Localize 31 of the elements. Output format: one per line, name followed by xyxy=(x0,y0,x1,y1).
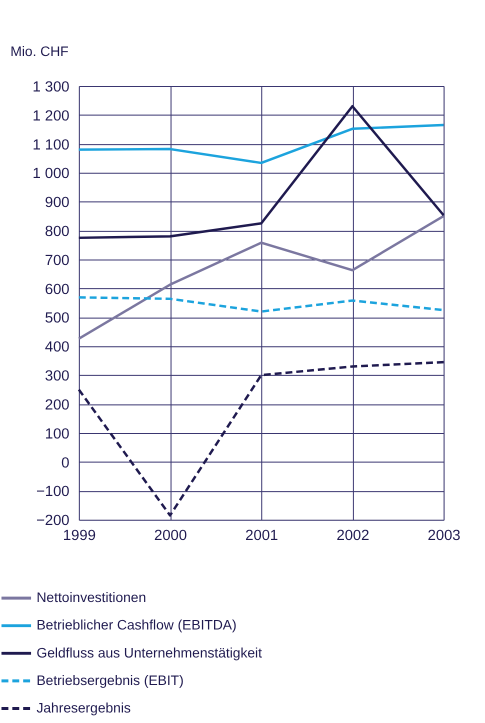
x-tick-label: 2001 xyxy=(245,528,278,544)
legend-label: Betriebsergebnis (EBIT) xyxy=(36,672,184,688)
x-tick-label: 2002 xyxy=(336,528,370,544)
y-tick-label: 1 000 xyxy=(32,166,70,182)
y-tick-label: −100 xyxy=(36,484,70,500)
legend-label: Nettoinvestitionen xyxy=(36,590,146,606)
x-tick-label: 2003 xyxy=(428,528,461,544)
y-tick-label: 1 300 xyxy=(32,79,70,96)
y-tick-label: 1 200 xyxy=(32,108,70,124)
line-series xyxy=(78,124,445,164)
y-tick-label: 300 xyxy=(44,368,70,385)
y-axis-title: Mio. CHF xyxy=(10,44,69,59)
y-tick-label: 700 xyxy=(44,252,70,269)
y-tick-label: −200 xyxy=(36,513,70,530)
y-tick-label: 900 xyxy=(44,195,70,212)
legend-label: Geldfluss aus Unternehmenstätigkeit xyxy=(36,645,262,660)
y-tick-label: 400 xyxy=(44,340,70,356)
y-tick-label: 200 xyxy=(44,397,70,414)
line-series xyxy=(78,360,445,517)
legend-label: Betrieblicher Cashflow (EBITDA) xyxy=(36,618,237,633)
y-tick-label: 500 xyxy=(44,310,70,327)
x-tick-label: 1999 xyxy=(62,528,96,544)
y-tick-label: 600 xyxy=(44,282,70,298)
x-tick-label: 2000 xyxy=(154,528,187,544)
y-tick-label: 100 xyxy=(44,426,70,442)
legend-label: Jahresergebnis xyxy=(36,700,131,716)
y-tick-label: 1 100 xyxy=(32,137,70,154)
y-tick-label: 0 xyxy=(61,455,70,472)
line-series xyxy=(78,214,445,340)
y-tick-label: 800 xyxy=(44,224,70,240)
line-series xyxy=(78,105,445,240)
